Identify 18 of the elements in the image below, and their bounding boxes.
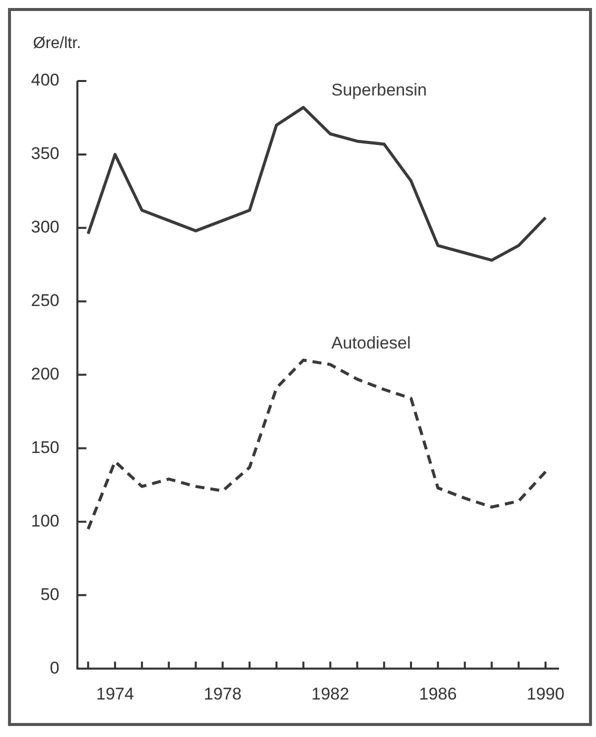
y-tick-label: 250	[30, 291, 60, 310]
x-tick-label: 1974	[96, 684, 134, 704]
y-tick-label: 150	[30, 438, 60, 457]
series-label: Superbensin	[331, 80, 427, 100]
x-tick-label: 1990	[526, 684, 564, 704]
y-tick-label: 100	[30, 511, 60, 530]
y-tick-label: 200	[30, 364, 60, 384]
x-tick-label: 1986	[419, 684, 457, 704]
x-tick-label: 1982	[311, 684, 350, 704]
y-tick-label: 50	[40, 584, 60, 604]
line-series	[86, 358, 548, 531]
y-tick-label: 300	[30, 218, 60, 237]
y-tick-label: 0	[50, 658, 60, 678]
series-label: Autodiesel	[331, 333, 411, 352]
y-tick-label: 400	[30, 70, 60, 90]
y-axis-title: Øre/ltr.	[33, 35, 82, 53]
x-tick-label: 1978	[204, 684, 242, 704]
y-tick-label: 350	[30, 144, 60, 164]
